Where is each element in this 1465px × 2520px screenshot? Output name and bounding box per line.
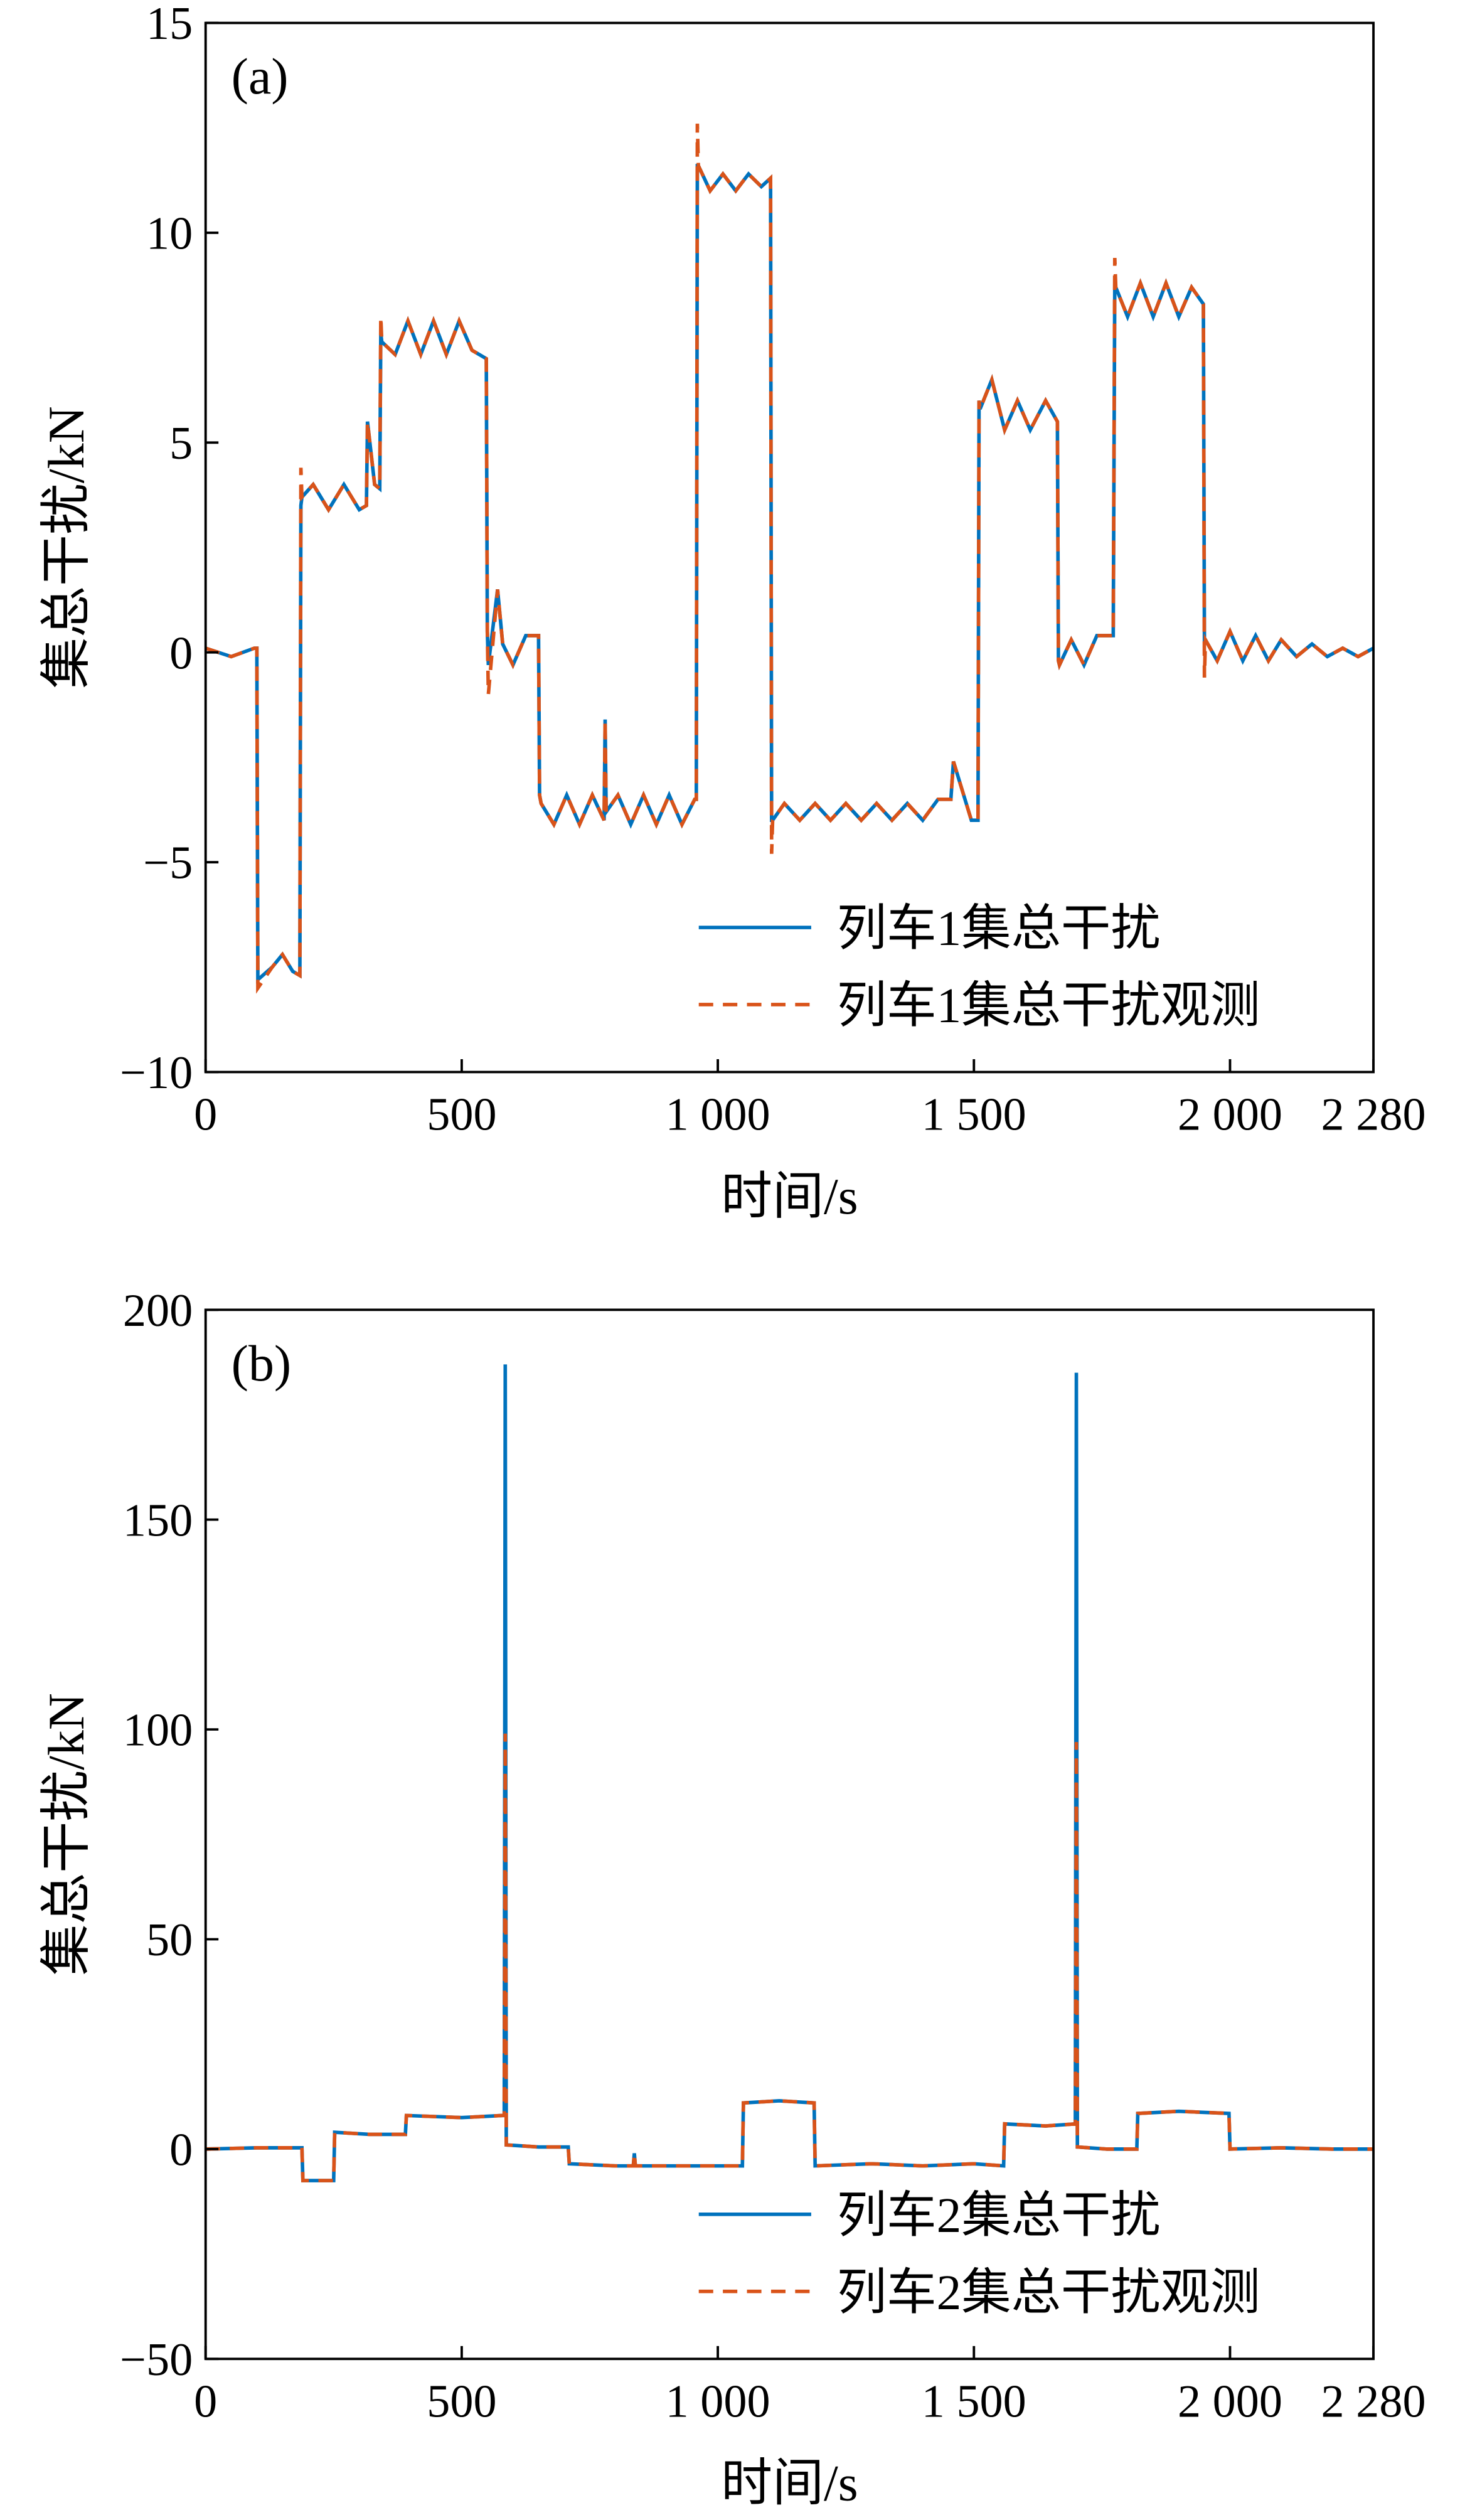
- x-axis-label: 时间/s: [721, 1168, 858, 1225]
- x-tick-label: 2 280: [1321, 2376, 1426, 2427]
- y-tick-label: −10: [120, 1047, 193, 1099]
- plot-area: [205, 1364, 1374, 2182]
- y-tick-label: 0: [169, 627, 193, 679]
- x-tick-label: 500: [427, 1089, 496, 1141]
- series-line: [205, 1733, 1374, 2182]
- x-axis-label: 时间/s: [721, 2455, 858, 2512]
- y-tick-label: 100: [123, 1705, 193, 1756]
- x-tick-label: 0: [194, 1089, 217, 1141]
- y-axis-label: 集总干扰/kN: [38, 1693, 95, 1976]
- x-tick-label: 1 000: [666, 1089, 770, 1141]
- x-tick-label: 2 280: [1321, 1089, 1426, 1141]
- x-tick-label: 2 000: [1178, 2376, 1282, 2427]
- panel-label: (b): [232, 1335, 292, 1392]
- y-tick-label: 50: [146, 1914, 193, 1966]
- axes-frame: [204, 1308, 1375, 2361]
- legend-label: 列车2集总干扰: [837, 2188, 1161, 2243]
- y-tick-label: 200: [123, 1285, 193, 1337]
- chart: 0 500 1 000 1 500 2 000 2 280−50050100150200(…: [38, 1285, 1425, 2512]
- x-tick-label: 1 000: [666, 2376, 770, 2427]
- chart: 0 500 1 000 1 500 2 000 2 280 −10 −5 0 5 10 15 (a) 时间…: [38, 0, 1425, 1225]
- series-line: [205, 164, 1374, 984]
- legend-label: 列车2集总干扰观测: [837, 2265, 1260, 2320]
- x-tick-label: 1 500: [922, 1089, 1026, 1141]
- y-axis-label: 集总干扰/kN: [38, 406, 95, 688]
- series-line: [205, 1364, 1374, 2182]
- y-tick-label: 0: [169, 2124, 193, 2176]
- plot-area: [205, 124, 1374, 994]
- legend-label: 列车1集总干扰: [837, 901, 1161, 956]
- x-tick-label: 0: [194, 2376, 217, 2427]
- y-tick-label: 10: [146, 208, 193, 260]
- panel-label: (a): [232, 48, 289, 105]
- x-tick-label: 1 500: [922, 2376, 1026, 2427]
- y-tick-label: 5: [169, 418, 193, 469]
- legend-label: 列车1集总干扰观测: [837, 978, 1260, 1033]
- y-tick-label: 15: [146, 0, 193, 50]
- x-tick-label: 2 000: [1178, 1089, 1282, 1141]
- series-line: [205, 124, 1374, 994]
- y-tick-label: 150: [123, 1495, 193, 1546]
- y-tick-label: −5: [143, 838, 193, 889]
- axes-frame: [204, 21, 1375, 1074]
- x-tick-label: 500: [427, 2376, 496, 2427]
- y-tick-label: −50: [120, 2334, 193, 2386]
